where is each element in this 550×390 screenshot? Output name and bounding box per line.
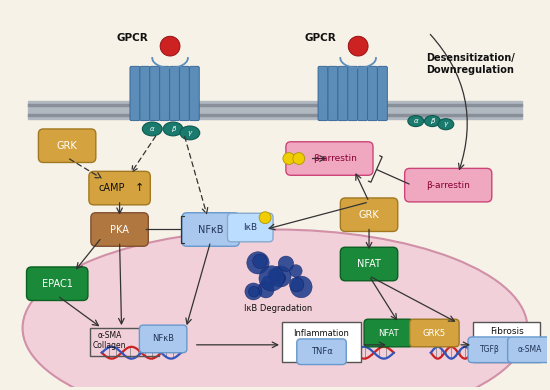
Text: GRK: GRK	[359, 210, 380, 220]
Circle shape	[160, 36, 180, 56]
FancyBboxPatch shape	[182, 213, 239, 246]
Text: NFAT: NFAT	[378, 328, 399, 337]
Text: PKA: PKA	[110, 225, 129, 234]
Bar	[473, 322, 540, 362]
Circle shape	[257, 282, 274, 298]
FancyBboxPatch shape	[348, 66, 358, 121]
FancyBboxPatch shape	[150, 66, 160, 121]
Text: cAMP: cAMP	[98, 183, 125, 193]
Text: ↑: ↑	[135, 183, 144, 193]
Circle shape	[283, 152, 295, 165]
FancyBboxPatch shape	[340, 247, 398, 281]
FancyBboxPatch shape	[338, 66, 348, 121]
Text: β: β	[430, 118, 434, 124]
Circle shape	[268, 269, 280, 281]
Text: GRK5: GRK5	[423, 328, 446, 337]
Ellipse shape	[23, 229, 527, 390]
Circle shape	[348, 36, 368, 56]
FancyBboxPatch shape	[286, 142, 373, 175]
FancyBboxPatch shape	[39, 129, 96, 163]
FancyBboxPatch shape	[468, 337, 512, 363]
Circle shape	[270, 266, 291, 287]
Text: EPAC1: EPAC1	[42, 279, 73, 289]
FancyBboxPatch shape	[328, 66, 338, 121]
FancyBboxPatch shape	[340, 198, 398, 232]
Circle shape	[276, 273, 286, 284]
Text: α: α	[150, 126, 155, 132]
Text: β: β	[171, 126, 175, 132]
Circle shape	[245, 283, 262, 300]
Text: Desensitization/
Downregulation: Desensitization/ Downregulation	[426, 53, 514, 75]
Ellipse shape	[180, 126, 200, 140]
Ellipse shape	[438, 119, 454, 130]
Bar	[90, 328, 159, 356]
Text: γ: γ	[444, 121, 448, 127]
Text: TGFβ: TGFβ	[480, 345, 500, 354]
Text: NFAT: NFAT	[357, 259, 381, 269]
Text: GPCR: GPCR	[117, 33, 148, 43]
Bar	[28, 114, 522, 116]
FancyBboxPatch shape	[140, 66, 150, 121]
Text: GRK: GRK	[57, 141, 78, 151]
Text: α-SMA: α-SMA	[97, 332, 122, 340]
Circle shape	[247, 252, 269, 274]
Circle shape	[249, 286, 260, 297]
FancyBboxPatch shape	[508, 337, 550, 363]
Circle shape	[290, 265, 302, 277]
Ellipse shape	[425, 115, 441, 127]
Text: NFκB: NFκB	[152, 334, 174, 344]
FancyBboxPatch shape	[130, 66, 140, 121]
Circle shape	[261, 276, 275, 289]
FancyBboxPatch shape	[358, 66, 367, 121]
Text: GPCR: GPCR	[305, 33, 337, 43]
FancyBboxPatch shape	[367, 66, 377, 121]
Text: γ: γ	[188, 130, 192, 136]
Text: IκB: IκB	[243, 223, 257, 232]
Circle shape	[289, 277, 304, 292]
Circle shape	[278, 256, 294, 271]
FancyBboxPatch shape	[89, 171, 150, 205]
Circle shape	[259, 266, 284, 291]
Circle shape	[293, 152, 305, 165]
FancyBboxPatch shape	[318, 66, 328, 121]
FancyBboxPatch shape	[91, 213, 148, 246]
FancyBboxPatch shape	[169, 66, 179, 121]
Ellipse shape	[408, 115, 424, 127]
FancyBboxPatch shape	[297, 339, 346, 365]
Bar	[28, 101, 522, 119]
Circle shape	[253, 254, 267, 268]
Text: NFκB: NFκB	[198, 225, 223, 234]
Bar	[28, 104, 522, 106]
FancyBboxPatch shape	[405, 168, 492, 202]
Text: IκB Degradation: IκB Degradation	[244, 304, 312, 313]
Text: TNFα: TNFα	[311, 347, 332, 356]
FancyBboxPatch shape	[364, 319, 414, 347]
FancyBboxPatch shape	[179, 66, 189, 121]
Text: Fibrosis: Fibrosis	[490, 326, 524, 335]
FancyBboxPatch shape	[228, 213, 273, 242]
Text: β-arrestin: β-arrestin	[426, 181, 470, 190]
Ellipse shape	[163, 122, 183, 136]
Circle shape	[290, 276, 312, 298]
FancyBboxPatch shape	[160, 66, 169, 121]
FancyBboxPatch shape	[377, 66, 387, 121]
FancyBboxPatch shape	[410, 319, 459, 347]
Text: Collagen: Collagen	[93, 341, 126, 350]
Text: β-arrestin: β-arrestin	[314, 154, 358, 163]
Bar	[282, 322, 361, 362]
Ellipse shape	[142, 122, 162, 136]
FancyBboxPatch shape	[189, 66, 199, 121]
FancyBboxPatch shape	[139, 325, 187, 353]
Text: Inflammation: Inflammation	[294, 330, 349, 339]
Circle shape	[259, 212, 271, 223]
FancyBboxPatch shape	[26, 267, 88, 300]
Text: α-SMA: α-SMA	[517, 345, 542, 354]
Text: α: α	[414, 118, 418, 124]
